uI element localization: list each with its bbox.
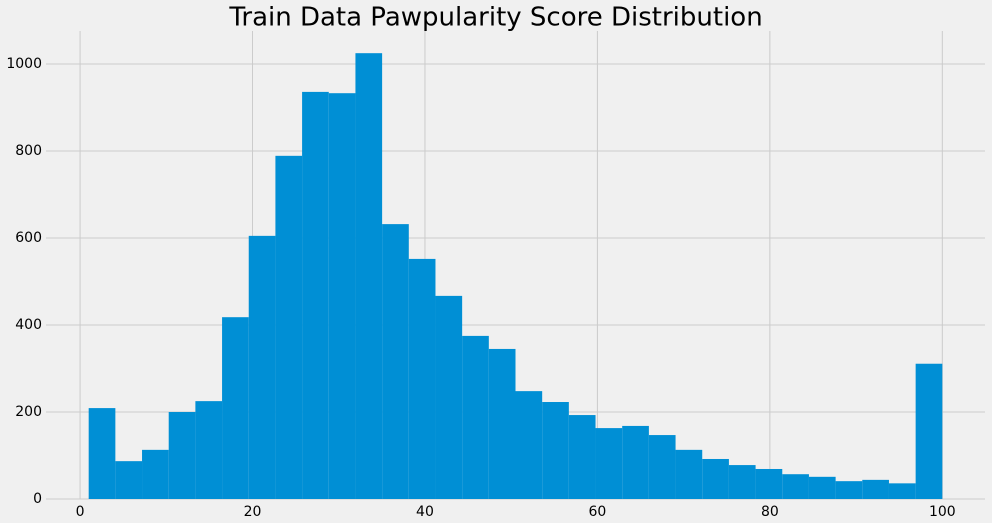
bar	[702, 458, 729, 499]
x-tick-label: 80	[761, 504, 779, 520]
bar	[622, 425, 649, 499]
bar	[355, 53, 383, 499]
bar	[782, 474, 809, 499]
bar	[648, 435, 676, 499]
y-tick-label: 1000	[6, 56, 42, 72]
x-tick-label: 20	[244, 504, 262, 520]
bar	[195, 401, 223, 499]
bar	[888, 483, 916, 499]
x-tick-label: 60	[589, 504, 607, 520]
bar	[302, 91, 329, 499]
bar	[462, 335, 489, 499]
bar	[755, 468, 783, 499]
y-tick-label: 0	[33, 491, 42, 507]
bar	[835, 481, 863, 499]
bar	[675, 449, 703, 499]
bar	[408, 258, 436, 499]
bar	[142, 449, 169, 499]
bar	[568, 415, 596, 499]
bar	[248, 235, 276, 499]
x-tick-label: 40	[416, 504, 434, 520]
bar	[435, 295, 463, 499]
x-tick-label: 0	[76, 504, 85, 520]
x-tick-label: 100	[929, 504, 956, 520]
bar	[115, 461, 143, 499]
bar	[88, 408, 116, 499]
bar	[542, 402, 569, 499]
y-tick-label: 200	[15, 404, 42, 420]
bar	[808, 476, 836, 499]
bar	[382, 224, 409, 499]
bar	[222, 317, 249, 499]
bar	[595, 428, 623, 499]
bar	[915, 363, 943, 499]
bar	[275, 155, 303, 500]
y-tick-label: 600	[15, 230, 42, 246]
bar	[168, 412, 196, 499]
bar	[862, 479, 889, 499]
bar	[728, 465, 756, 499]
bar	[488, 348, 516, 499]
chart-title: Train Data Pawpularity Score Distributio…	[228, 3, 762, 33]
bar	[515, 391, 543, 499]
bar	[328, 93, 356, 500]
y-tick-label: 400	[15, 317, 42, 333]
y-tick-label: 800	[15, 143, 42, 159]
